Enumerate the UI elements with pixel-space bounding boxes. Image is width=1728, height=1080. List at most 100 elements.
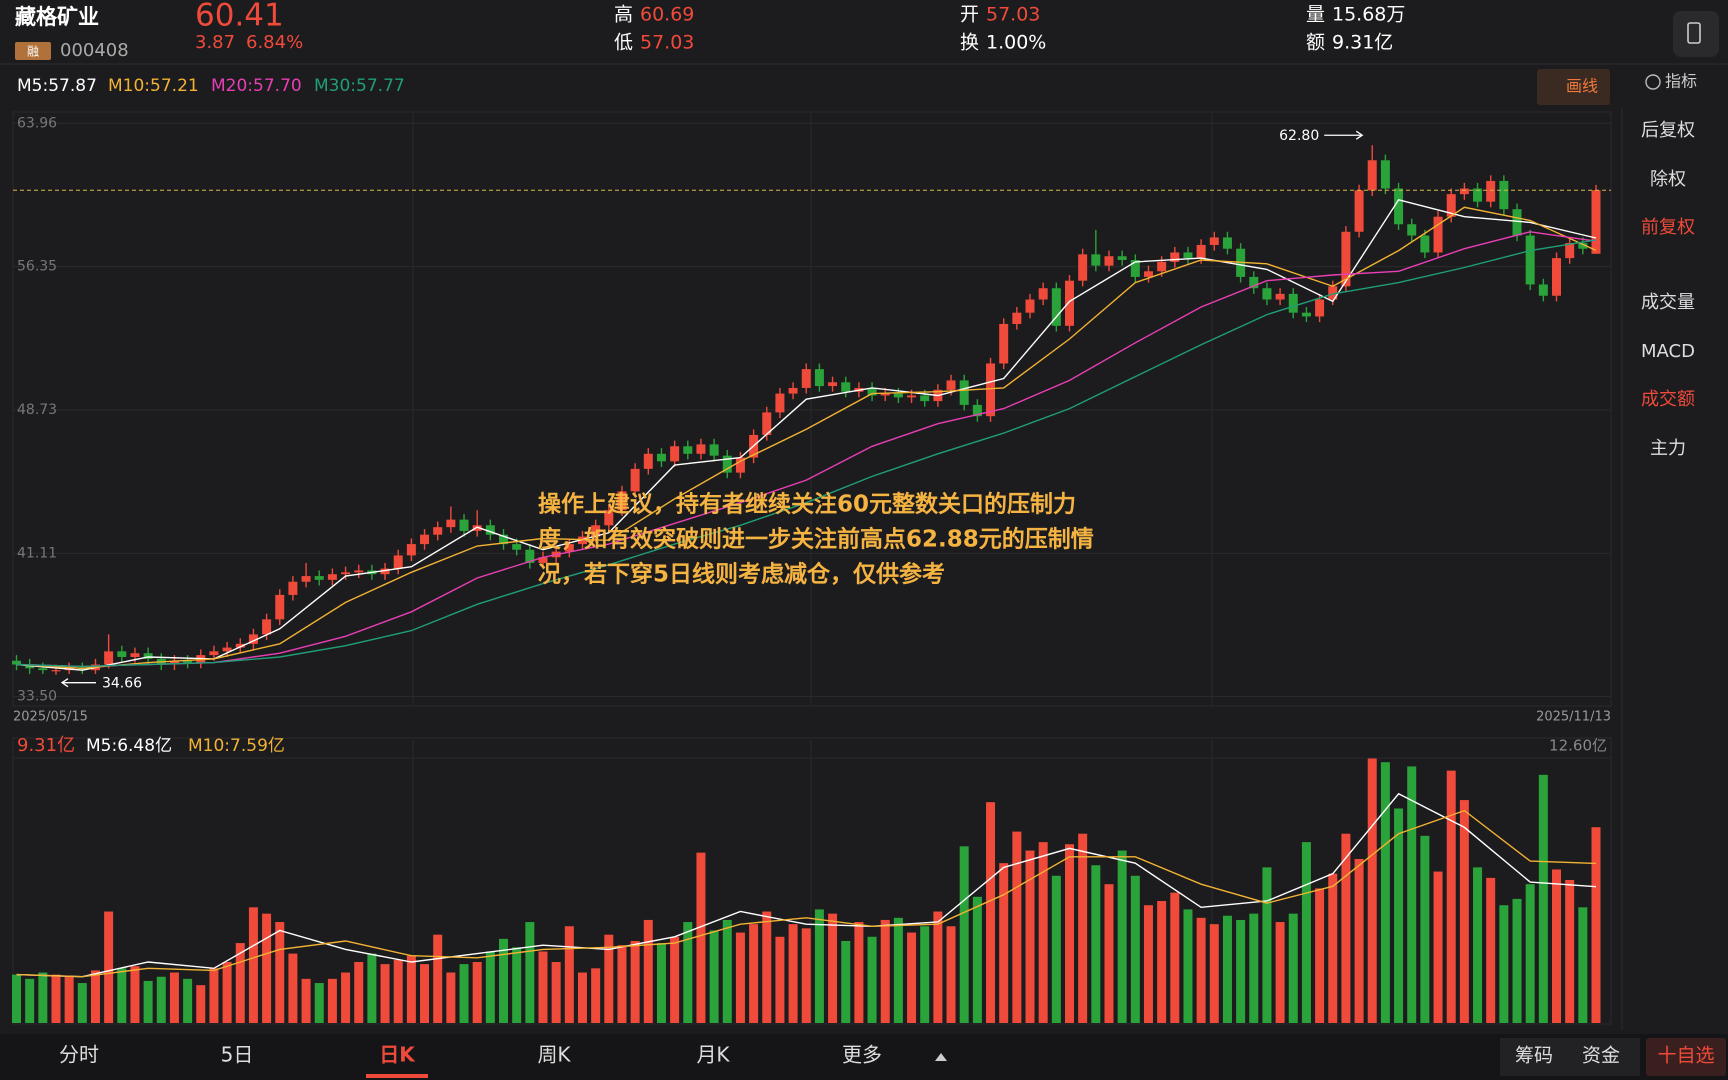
legend-entry: M20:57.70 <box>211 76 302 96</box>
max-label: 62.80 <box>1279 128 1319 144</box>
max-arrow-head <box>1355 130 1364 140</box>
sidebar-item[interactable]: 后复权 <box>1641 120 1695 141</box>
draw-button[interactable] <box>1537 69 1610 105</box>
tab[interactable]: 分时 <box>59 1043 99 1067</box>
volume-bar <box>1486 877 1496 1023</box>
annotation: 度，如有效突破则进一步关注前高点62.88元的压制情 <box>538 526 1094 553</box>
sidebar-item[interactable]: 成交额 <box>1641 389 1695 410</box>
volume-bar <box>25 978 35 1023</box>
button[interactable]: 资金 <box>1582 1045 1620 1067</box>
candle-body <box>880 393 890 396</box>
volume-bar <box>1420 835 1430 1023</box>
candle-body <box>314 576 324 580</box>
ma-line <box>16 239 1597 668</box>
sidebar-item[interactable]: 除权 <box>1650 169 1686 190</box>
watch-button[interactable]: 十自选 <box>1657 1045 1714 1067</box>
sidebar-item[interactable]: 成交量 <box>1641 292 1695 313</box>
candle-body <box>1525 235 1535 285</box>
candle-body <box>1591 190 1601 254</box>
volume-bar <box>920 926 930 1023</box>
volume-bar <box>617 945 627 1023</box>
volume-bar <box>393 959 403 1023</box>
legend-entry: M10:57.21 <box>108 76 199 96</box>
volume-bar <box>1262 867 1272 1023</box>
candle-body <box>354 570 364 573</box>
volume-bar <box>1025 850 1035 1023</box>
volume-bar <box>1078 833 1088 1023</box>
legend-entry: M30:57.77 <box>314 76 405 96</box>
candle-body <box>1486 180 1496 202</box>
tab[interactable]: 月K <box>696 1043 730 1067</box>
annotation: 操作上建议，持有者继续关注60元整数关口的压制力 <box>538 491 1076 518</box>
candle-body <box>801 369 811 388</box>
candle-body <box>1130 259 1140 277</box>
volume-bar <box>814 909 824 1023</box>
candle-body <box>591 525 601 537</box>
ma-line <box>16 231 1597 668</box>
volume-bar <box>420 964 430 1023</box>
stat-label: 量 <box>1306 4 1325 26</box>
volume-bar <box>1236 919 1246 1023</box>
candle-body <box>209 651 219 656</box>
tab[interactable]: 周K <box>537 1043 571 1067</box>
device-icon <box>1687 22 1701 44</box>
candle-body <box>406 544 416 556</box>
volume-bar <box>169 972 179 1023</box>
tab-active[interactable]: 日K <box>379 1043 416 1067</box>
volume-bar <box>183 978 193 1023</box>
ma-line <box>16 198 1597 671</box>
volume-bar <box>893 917 903 1023</box>
volume-bar <box>1209 924 1219 1023</box>
candle-body <box>301 576 311 582</box>
volume-bar <box>538 951 548 1023</box>
volume-bar <box>1091 865 1101 1023</box>
volume-bar <box>90 970 100 1023</box>
volume-bar <box>1038 842 1048 1023</box>
candle-body <box>670 446 680 462</box>
candle-body <box>1473 188 1483 202</box>
volume-bar <box>262 913 272 1023</box>
candle-body <box>564 544 574 552</box>
volume-bar <box>722 919 732 1023</box>
volume-bar <box>749 924 759 1023</box>
volume-bar <box>1301 842 1311 1023</box>
volume-bar <box>525 922 535 1023</box>
candle-body <box>643 453 653 469</box>
y-tick-label: 56.35 <box>17 259 57 275</box>
volume-bar <box>1446 770 1456 1023</box>
candle-body <box>722 455 732 473</box>
watch-button-bg <box>1646 1038 1726 1076</box>
volume-bar <box>1288 913 1298 1023</box>
candle-body <box>420 534 430 545</box>
stat-label: 额 <box>1306 32 1325 54</box>
sidebar-item[interactable]: 前复权 <box>1641 217 1695 238</box>
stat-label: 开 <box>960 4 979 26</box>
volume-bar <box>577 972 587 1023</box>
candle-body <box>433 527 443 535</box>
candle-body <box>1065 280 1074 326</box>
sidebar-item[interactable]: 主力 <box>1650 438 1686 459</box>
indicator-button[interactable]: 指标 <box>1665 72 1697 91</box>
x-label: 2025/05/15 <box>13 710 88 725</box>
sidebar-item[interactable]: MACD <box>1641 341 1695 362</box>
tab[interactable]: 更多 <box>842 1043 882 1067</box>
volume-bar <box>670 936 680 1023</box>
volume-bar <box>1104 884 1114 1023</box>
stat-value: 1.00% <box>986 32 1046 54</box>
volume-bar <box>341 972 351 1023</box>
candle-body <box>1512 209 1522 236</box>
volume-bar <box>459 964 469 1023</box>
volume-bar <box>406 955 416 1023</box>
tab-underline <box>366 1074 428 1078</box>
candle-body <box>183 660 193 663</box>
volume-bar <box>1407 766 1417 1023</box>
stat-value: 57.03 <box>986 4 1040 26</box>
volume-bar <box>143 980 153 1023</box>
stat-value: 60.69 <box>640 4 694 26</box>
device-button[interactable] <box>1673 11 1719 57</box>
legend-entry: M5:6.48亿 <box>86 736 172 756</box>
volume-bar <box>1367 758 1377 1023</box>
button[interactable]: 筹码 <box>1515 1045 1553 1067</box>
candle-body <box>1420 235 1430 253</box>
tab[interactable]: 5日 <box>221 1043 254 1067</box>
